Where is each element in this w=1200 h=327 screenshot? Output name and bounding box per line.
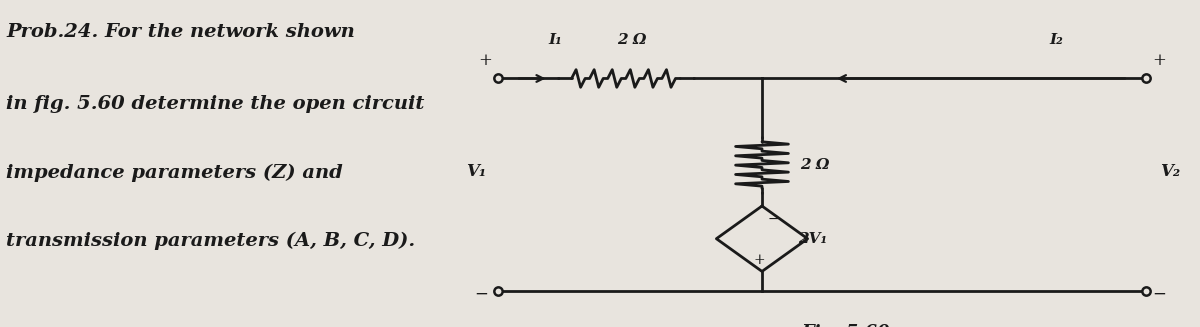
- Text: +: +: [754, 253, 766, 267]
- Text: −: −: [474, 286, 488, 303]
- Text: in fig. 5.60 determine the open circuit: in fig. 5.60 determine the open circuit: [6, 95, 425, 113]
- Text: impedance parameters (Z) and: impedance parameters (Z) and: [6, 164, 343, 182]
- Text: V₁: V₁: [466, 163, 486, 180]
- Text: +: +: [1152, 52, 1166, 69]
- Text: V₂: V₂: [1160, 163, 1181, 180]
- Text: −: −: [768, 212, 780, 226]
- Text: 2V₁: 2V₁: [798, 232, 827, 246]
- Text: −: −: [1152, 286, 1166, 303]
- Text: +: +: [478, 52, 492, 69]
- Text: transmission parameters (A, B, C, D).: transmission parameters (A, B, C, D).: [6, 232, 415, 250]
- Text: I₁: I₁: [548, 33, 563, 47]
- Text: Fig. 5.60: Fig. 5.60: [802, 324, 890, 327]
- Text: Prob.24. For the network shown: Prob.24. For the network shown: [6, 23, 355, 41]
- Text: 2 Ω: 2 Ω: [800, 158, 830, 172]
- Text: I₂: I₂: [1049, 33, 1063, 47]
- Text: 2 Ω: 2 Ω: [617, 33, 647, 47]
